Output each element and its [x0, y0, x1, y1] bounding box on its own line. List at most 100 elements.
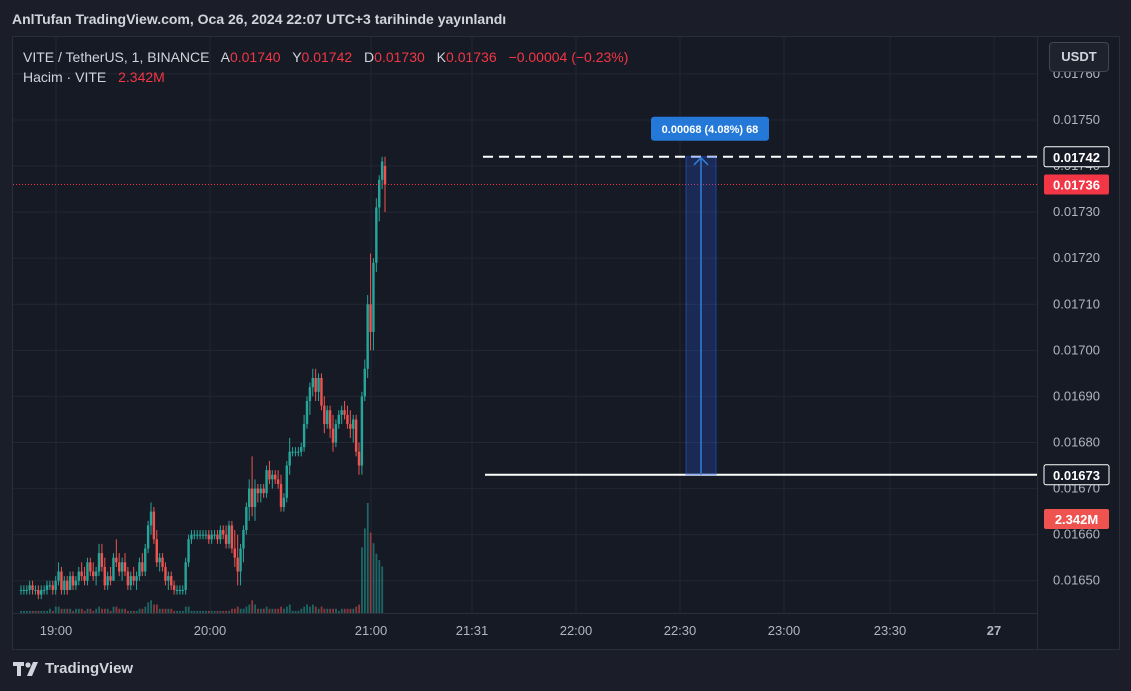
y-tick-label: 0.01700 [1053, 342, 1100, 357]
candle [375, 198, 378, 273]
volume-bar [80, 608, 83, 613]
volume-bar [173, 610, 176, 613]
volume-bar [98, 606, 100, 613]
candle [149, 502, 153, 535]
candle [302, 414, 306, 452]
candle-body [158, 557, 161, 563]
volume-tag-box [1044, 509, 1109, 529]
candle-body [112, 557, 115, 581]
candle [106, 571, 109, 590]
price-chart[interactable]: 0.00068 (4.08%) 68 0.017600.017500.01740… [13, 37, 1119, 649]
volume-bar [366, 503, 369, 613]
candle [112, 553, 115, 581]
candle [97, 543, 101, 577]
volume-bar [242, 608, 245, 613]
candle-body [227, 525, 231, 544]
candle [274, 470, 277, 484]
candle [155, 530, 158, 567]
candle-body [109, 576, 112, 581]
candle [282, 493, 286, 512]
candle [120, 557, 124, 581]
candle-body [170, 576, 173, 586]
volume-bar [309, 606, 311, 613]
candle [210, 530, 213, 544]
volume-bar [34, 610, 37, 613]
candle [37, 585, 40, 600]
volume-bar [92, 610, 95, 613]
volume-bar [323, 608, 326, 613]
candle [285, 460, 288, 503]
volume-bar [233, 608, 236, 613]
volume-bar [337, 610, 340, 613]
candle-body [230, 525, 234, 549]
volume-bar [106, 608, 109, 613]
candle [25, 585, 28, 595]
volume-bar [306, 604, 308, 613]
candle [334, 419, 338, 448]
candle-body [268, 470, 271, 480]
candle [227, 520, 231, 549]
candle [357, 442, 361, 475]
legend-high: 0.01742 [301, 49, 353, 65]
candle-body [178, 589, 182, 591]
legend-symbol[interactable]: VITE / TetherUS, 1, BINANCE [23, 49, 210, 65]
candle-body [204, 534, 208, 536]
candle-body [300, 447, 303, 452]
volume-bar [277, 608, 280, 613]
candle-body [120, 562, 124, 572]
candle-body [366, 304, 369, 369]
volume-bar [164, 608, 167, 613]
measure-arrow-head [693, 156, 709, 166]
candle-body [126, 571, 130, 586]
legend-close: 0.01736 [446, 49, 497, 65]
candle [207, 530, 210, 544]
volume-bar [262, 608, 265, 613]
volume-bar [77, 608, 80, 613]
volume-bar [40, 610, 43, 613]
candle-body [86, 562, 89, 581]
candle-body [193, 534, 196, 536]
candle [248, 479, 251, 521]
candle [259, 483, 262, 503]
candle-body [118, 562, 121, 572]
candle-body [201, 534, 205, 536]
tradingview-logo[interactable]: TradingView [13, 660, 133, 677]
volume-bar [381, 566, 384, 613]
candle [184, 557, 187, 595]
volume-bar [346, 608, 349, 613]
volume-bar [83, 610, 86, 613]
currency-button[interactable]: USDT [1049, 42, 1109, 72]
volume-bar [89, 608, 92, 613]
volume-bar [236, 606, 239, 613]
candle-body [320, 377, 323, 406]
volume-bar [193, 610, 196, 613]
candle-body [45, 585, 49, 590]
candle-body [155, 539, 158, 563]
volume-bar [60, 608, 63, 613]
volume-bar [274, 608, 277, 613]
candle [68, 571, 72, 590]
volume-bar [320, 606, 323, 613]
y-tick-label: 0.01730 [1053, 204, 1100, 219]
legend-volume: 2.342M [118, 69, 165, 85]
chart-panel[interactable]: 0.00068 (4.08%) 68 0.017600.017500.01740… [12, 36, 1120, 650]
candle-body [92, 571, 95, 577]
legend-volume-label[interactable]: Hacim · VITE [23, 69, 107, 85]
volume-bar [219, 610, 222, 613]
volume-bar [57, 606, 60, 613]
measure-label-box [651, 116, 769, 141]
volume-bar [72, 610, 74, 613]
volume-bar [63, 608, 66, 613]
candle-body [89, 562, 92, 572]
volume-bar [297, 610, 300, 613]
candle-body [100, 553, 104, 567]
volume-bar [115, 606, 118, 613]
volume-bar [20, 610, 22, 613]
candle-body [51, 585, 54, 590]
candle-body [279, 483, 283, 508]
volume-bar [54, 606, 57, 613]
volume-bar [86, 608, 89, 613]
volume-bar [158, 608, 161, 613]
candle [372, 258, 375, 351]
candle [369, 253, 372, 351]
